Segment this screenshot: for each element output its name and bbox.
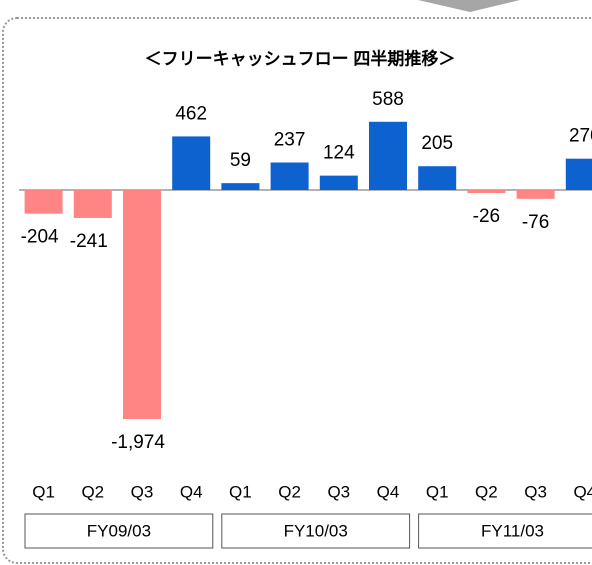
bar [369,121,407,190]
data-label: 270 [569,126,592,147]
data-label: 237 [274,130,306,151]
data-label: -241 [70,231,108,252]
x-tick-label: Q2 [278,482,301,501]
bar [123,190,161,419]
bar [467,190,506,194]
x-tick-label: Q1 [229,482,252,501]
frame [2,17,592,564]
data-label: -204 [21,227,59,248]
data-label: 462 [175,103,207,124]
x-tick-label: Q1 [426,482,449,501]
data-label: 124 [323,143,355,164]
x-tick-label: Q1 [32,482,55,501]
bar [270,162,309,190]
bar [418,166,457,190]
group-label: FY10/03 [284,521,348,540]
bar [24,190,63,214]
bar [516,190,555,199]
data-label: 588 [372,89,404,110]
bar [221,183,260,190]
data-label: -76 [522,212,549,233]
x-tick-label: Q4 [573,482,592,501]
chart-title: ＜フリーキャッシュフロー 四半期推移＞ [145,48,456,68]
bar [319,175,358,190]
x-tick-label: Q3 [327,482,350,501]
data-label: -1,974 [111,432,165,453]
arrow [418,0,520,12]
bar [73,190,112,218]
x-tick-label: Q4 [377,482,400,501]
data-label: 205 [421,133,453,154]
data-label: -26 [473,206,500,227]
data-label: 59 [230,150,251,171]
group-box [24,513,214,549]
group-box [221,513,411,549]
group-label: FY09/03 [87,521,151,540]
x-tick-label: Q2 [475,482,498,501]
x-tick-label: Q3 [524,482,547,501]
x-tick-label: Q4 [180,482,203,501]
bar [565,158,592,190]
bar [172,136,211,190]
group-box [418,513,592,549]
x-tick-label: Q3 [131,482,154,501]
group-label: FY11/03 [481,521,544,540]
x-tick-label: Q2 [81,482,104,501]
